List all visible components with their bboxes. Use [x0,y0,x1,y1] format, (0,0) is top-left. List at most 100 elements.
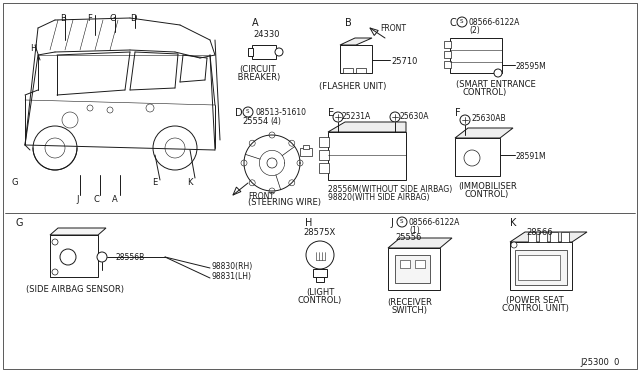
Text: FRONT: FRONT [380,24,406,33]
Text: CONTROL): CONTROL) [298,296,342,305]
Bar [444,41,451,48]
Polygon shape [340,38,372,45]
Text: D: D [130,14,136,23]
Text: 08566-6122A: 08566-6122A [409,218,460,227]
Text: (STEERING WIRE): (STEERING WIRE) [248,198,321,207]
Bar [400,260,410,268]
Text: (1): (1) [409,226,420,235]
Bar [319,137,329,147]
Bar [343,68,353,73]
Circle shape [275,48,283,56]
Text: G: G [12,178,19,187]
Text: FRONT: FRONT [248,192,274,201]
Text: S: S [245,109,249,114]
Bar [252,45,276,59]
Text: (CIRCUIT: (CIRCUIT [240,65,276,74]
Circle shape [333,112,343,122]
Text: 28556B: 28556B [115,253,144,262]
Circle shape [306,241,334,269]
Bar [356,68,366,73]
Bar [550,232,558,242]
Bar [450,38,502,73]
Polygon shape [328,122,406,132]
Text: 25630A: 25630A [400,112,429,121]
Text: 28566: 28566 [527,228,554,237]
Text: H: H [30,44,36,53]
Text: B: B [60,14,66,23]
Polygon shape [233,187,241,195]
Bar [561,232,569,242]
Circle shape [45,138,65,158]
Circle shape [165,138,185,158]
Text: 28575X: 28575X [304,228,336,237]
Bar [395,255,430,283]
Text: G: G [15,218,22,228]
Polygon shape [370,28,378,35]
Text: J25300  0: J25300 0 [580,358,620,367]
Text: C: C [450,18,457,28]
Text: D: D [235,108,243,118]
Bar [328,132,406,180]
Text: BREAKER): BREAKER) [236,73,280,82]
Text: 25554: 25554 [242,117,268,126]
Text: S: S [399,219,403,224]
Text: E: E [152,178,157,187]
Text: S: S [460,19,463,24]
Text: (POWER SEAT: (POWER SEAT [506,296,564,305]
Text: 24330: 24330 [253,30,280,39]
Text: 08566-6122A: 08566-6122A [469,18,520,27]
Polygon shape [50,228,106,235]
Text: G: G [109,14,116,23]
Text: 25231A: 25231A [342,112,371,121]
Bar [455,138,500,176]
Bar [518,255,560,280]
Bar [539,232,547,242]
Text: CONTROL UNIT): CONTROL UNIT) [502,304,568,313]
Circle shape [267,158,277,168]
Bar [316,277,324,282]
Text: CONTROL): CONTROL) [465,190,509,199]
Circle shape [460,115,470,125]
Circle shape [33,126,77,170]
Text: (IMMOBILISER: (IMMOBILISER [458,182,516,191]
Bar [415,260,425,268]
Text: 25556: 25556 [395,233,421,242]
Bar [300,148,312,156]
Circle shape [97,252,107,262]
Text: B: B [345,18,352,28]
Bar [388,248,440,290]
Text: F: F [455,108,461,118]
Circle shape [511,242,517,248]
Polygon shape [388,238,452,248]
Bar [340,45,372,73]
Text: 98831(LH): 98831(LH) [212,272,252,281]
Text: C: C [93,195,99,204]
Text: 08513-51610: 08513-51610 [255,108,306,117]
Text: (SMART ENTRANCE: (SMART ENTRANCE [456,80,536,89]
Polygon shape [455,128,513,138]
Text: H: H [305,218,312,228]
Circle shape [494,69,502,77]
Bar [515,250,567,285]
Text: 28595M: 28595M [516,62,547,71]
Text: (FLASHER UNIT): (FLASHER UNIT) [319,82,387,91]
Text: (SIDE AIRBAG SENSOR): (SIDE AIRBAG SENSOR) [26,285,124,294]
Bar [444,51,451,58]
Text: 28591M: 28591M [516,152,547,161]
Text: A: A [252,18,259,28]
Bar [319,150,329,160]
Text: K: K [510,218,516,228]
Bar [303,145,309,149]
Text: 98830(RH): 98830(RH) [212,262,253,271]
Text: (RECEIVER: (RECEIVER [388,298,433,307]
Bar [319,163,329,173]
Text: 25630AB: 25630AB [472,114,507,123]
Text: E: E [328,108,334,118]
Circle shape [390,112,400,122]
Text: 98820(WITH SIDE AIRBAG): 98820(WITH SIDE AIRBAG) [328,193,429,202]
Bar [510,242,572,290]
Text: CONTROL): CONTROL) [463,88,508,97]
Bar [313,269,327,277]
Circle shape [153,126,197,170]
Text: SWITCH): SWITCH) [392,306,428,315]
